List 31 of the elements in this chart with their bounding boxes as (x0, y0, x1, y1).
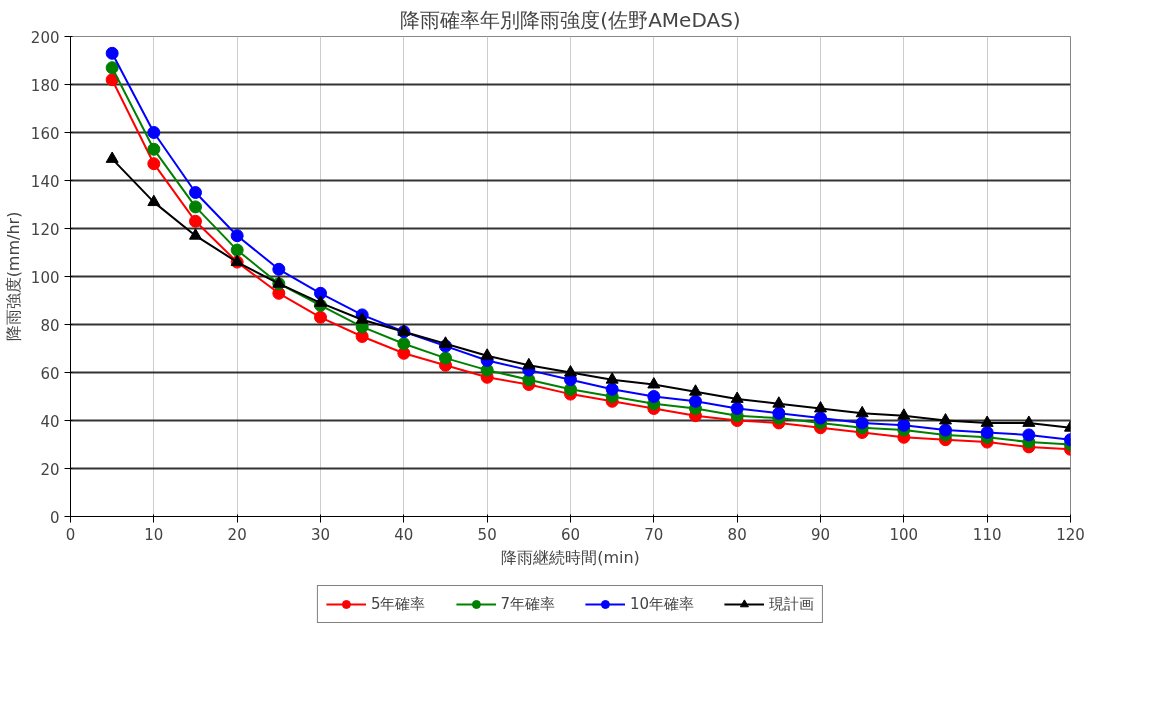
x-tick-label: 0 (65, 525, 76, 544)
chart-title: 降雨確率年別降雨強度(佐野AMeDAS) (400, 7, 741, 32)
x-axis-title: 降雨継続時間(min) (501, 547, 640, 567)
x-tick-label: 30 (310, 525, 331, 544)
y-tick-label: 200 (30, 28, 60, 47)
x-tick-label: 110 (972, 525, 1002, 544)
legend-label: 10年確率 (630, 594, 695, 614)
x-tick-label: 80 (727, 525, 747, 544)
y-tick-label: 140 (30, 172, 60, 191)
x-tick-label: 90 (810, 525, 831, 544)
y-tick-label: 60 (40, 364, 60, 383)
x-tick-label: 20 (227, 525, 247, 544)
y-tick-label: 0 (49, 508, 60, 527)
legend-label: 現計画 (769, 594, 815, 614)
x-tick-label: 120 (1056, 525, 1085, 544)
x-tick-label: 10 (144, 525, 164, 544)
y-tick-label: 120 (30, 220, 60, 239)
y-tick-label: 40 (40, 412, 60, 431)
y-tick-label: 100 (30, 268, 60, 287)
legend-label: 5年確率 (370, 594, 426, 614)
y-tick-label: 80 (40, 316, 60, 335)
legend-label: 7年確率 (500, 594, 555, 614)
x-tick-label: 70 (644, 525, 664, 544)
x-tick-label: 40 (394, 525, 414, 544)
x-tick-label: 100 (889, 525, 919, 544)
y-tick-label: 180 (30, 76, 60, 95)
y-tick-label: 20 (40, 460, 60, 479)
x-tick-label: 60 (560, 525, 581, 544)
y-tick-label: 160 (30, 124, 60, 143)
x-tick-label: 50 (477, 525, 497, 544)
y-axis-title: 降雨強度(mm/hr) (3, 211, 23, 342)
